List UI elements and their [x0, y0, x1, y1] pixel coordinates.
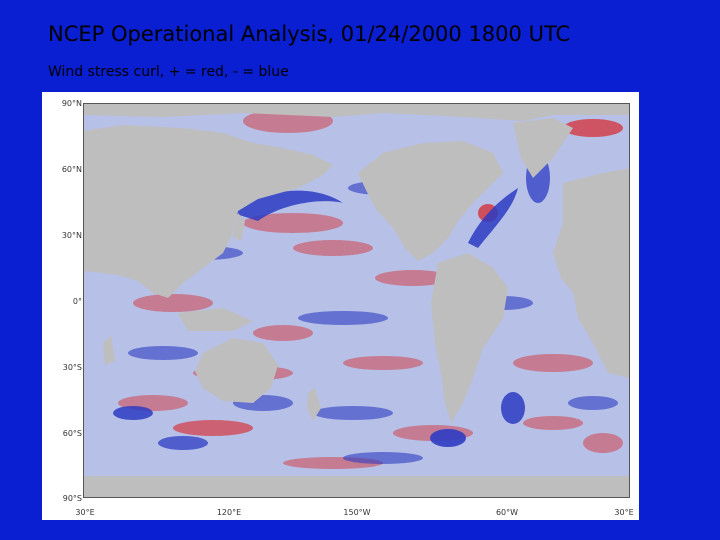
lon-label-150w: 150°W — [343, 508, 371, 517]
wind-stress-curl-map — [83, 103, 630, 498]
lat-label-30s: 30°S — [62, 363, 82, 372]
lon-label-30e-right: 30°E — [614, 508, 634, 517]
positive-curl-patches — [118, 109, 623, 469]
lon-label-60w: 60°W — [495, 508, 519, 517]
map-frame — [83, 103, 630, 498]
land-masses — [83, 103, 630, 498]
lat-label-60s: 60°S — [62, 429, 82, 438]
lon-label-30e-left: 30°E — [75, 508, 95, 517]
lat-label-90s: 90°S — [62, 494, 82, 503]
lon-label-120e: 120°E — [216, 508, 242, 517]
slide-subtitle: Wind stress curl, + = red, - = blue — [48, 64, 289, 80]
lat-label-60n: 60°N — [61, 165, 82, 174]
lat-label-30n: 30°N — [61, 231, 82, 240]
lat-label-0: 0° — [72, 297, 82, 306]
lat-label-90n: 90°N — [61, 99, 82, 108]
slide-title: NCEP Operational Analysis, 01/24/2000 18… — [48, 22, 571, 46]
